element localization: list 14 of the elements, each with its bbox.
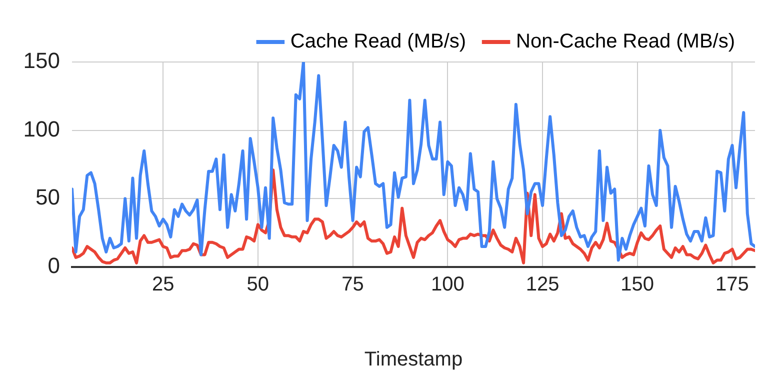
legend-label: Cache Read (MB/s) <box>290 30 466 53</box>
legend-label: Non-Cache Read (MB/s) <box>516 30 736 53</box>
x-axis-title: Timestamp <box>364 348 463 371</box>
x-tick-label: 75 <box>342 274 364 296</box>
x-tick-label: 25 <box>152 274 174 296</box>
y-tick-label: 150 <box>23 48 60 74</box>
x-tick-label: 125 <box>526 274 560 296</box>
x-tick-label: 175 <box>716 274 749 296</box>
x-tick-label: 50 <box>246 274 270 296</box>
x-tick-label: 150 <box>620 274 654 296</box>
y-tick-label: 50 <box>36 184 60 210</box>
x-tick-label: 100 <box>430 274 464 296</box>
y-tick-label: 0 <box>48 253 60 278</box>
y-tick-label: 100 <box>23 116 60 142</box>
